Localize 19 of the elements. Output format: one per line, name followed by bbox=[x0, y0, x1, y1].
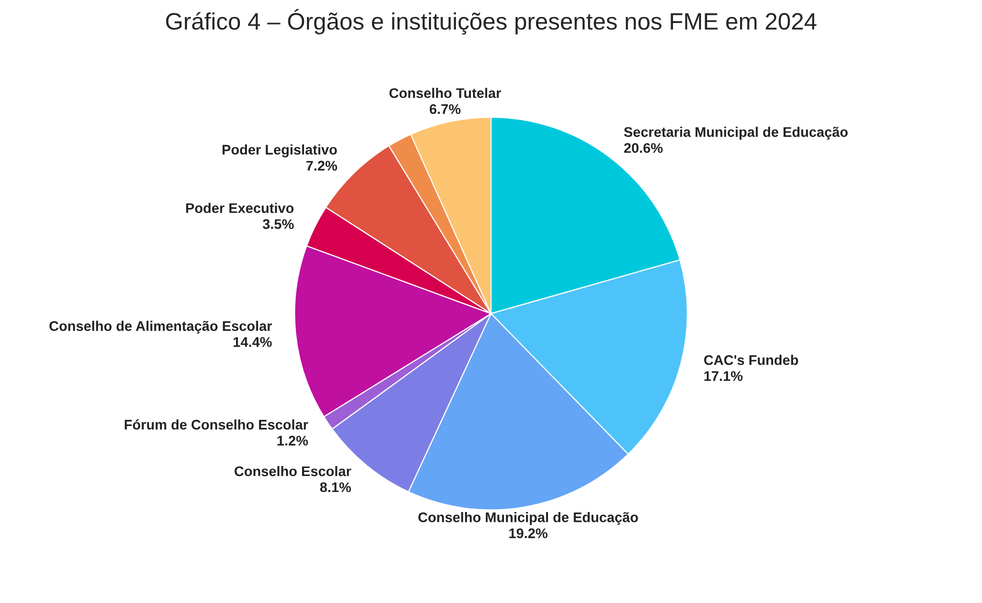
slice-label: Poder Legislativo bbox=[222, 144, 337, 158]
data-label: 17.1% bbox=[704, 371, 743, 381]
data-label: 3.5% bbox=[262, 219, 294, 230]
slice-label: Conselho Municipal de Educação bbox=[418, 512, 638, 525]
data-label: 8.1% bbox=[320, 482, 351, 492]
chart-title: Gráfico 4 – Órgãos e instituições presentes nos FME em 2024 bbox=[166, 9, 816, 35]
data-label: 19.2% bbox=[509, 528, 548, 538]
data-label: 7.2% bbox=[306, 160, 338, 171]
slice-label: Secretaria Municipal de Educação bbox=[624, 126, 848, 140]
slice-label: Conselho Tutelar bbox=[389, 88, 502, 98]
data-label: 20.6% bbox=[624, 143, 663, 153]
data-label: 6.7% bbox=[430, 104, 461, 114]
data-label: 14.4% bbox=[234, 337, 272, 347]
data-label: 1.2% bbox=[278, 436, 308, 446]
slice-label: Conselho Escolar bbox=[234, 466, 352, 476]
slice-label: Poder Executivo bbox=[186, 202, 294, 214]
slice-label: Fórum de Conselho Escolar bbox=[124, 419, 308, 430]
slice-label: Conselho de Alimentação Escolar bbox=[49, 320, 272, 334]
slice-label: CAC's Fundeb bbox=[704, 354, 798, 365]
